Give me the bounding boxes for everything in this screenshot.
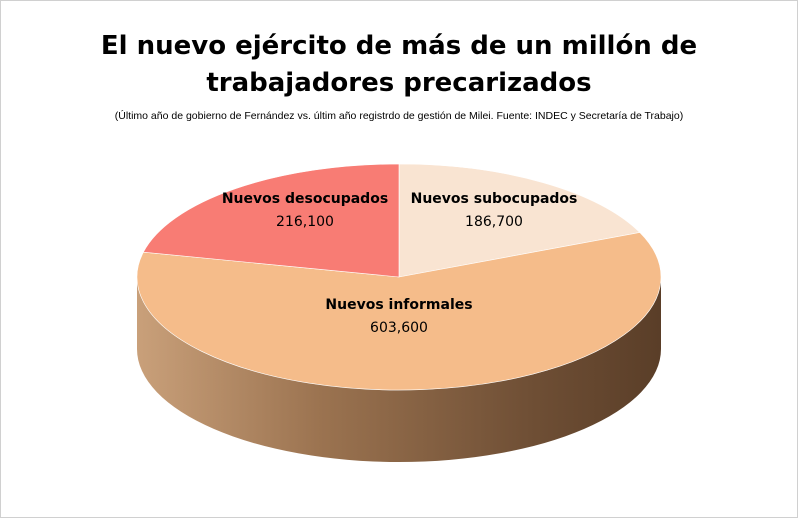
slice-value-0: 186,700 [465,214,523,230]
chart-title: El nuevo ejército de más de un millón de… [0,28,798,102]
pie-slice-2 [142,163,400,278]
slice-label-0: Nuevos subocupados [411,191,578,207]
pie-side-1 [137,277,661,462]
slice-value-1: 603,600 [370,320,428,336]
slice-label-2: Nuevos desocupados [222,191,388,207]
slice-value-2: 216,100 [276,214,334,230]
pie-slice-1 [136,232,662,391]
chart-subtitle: (Último año de gobierno de Fernández vs.… [114,110,684,122]
pie-slice-0 [398,163,641,278]
chart-title-line2: trabajadores precarizados [206,68,592,98]
slice-label-1: Nuevos informales [325,297,472,313]
chart-title-line1: El nuevo ejército de más de un millón de [100,31,698,61]
